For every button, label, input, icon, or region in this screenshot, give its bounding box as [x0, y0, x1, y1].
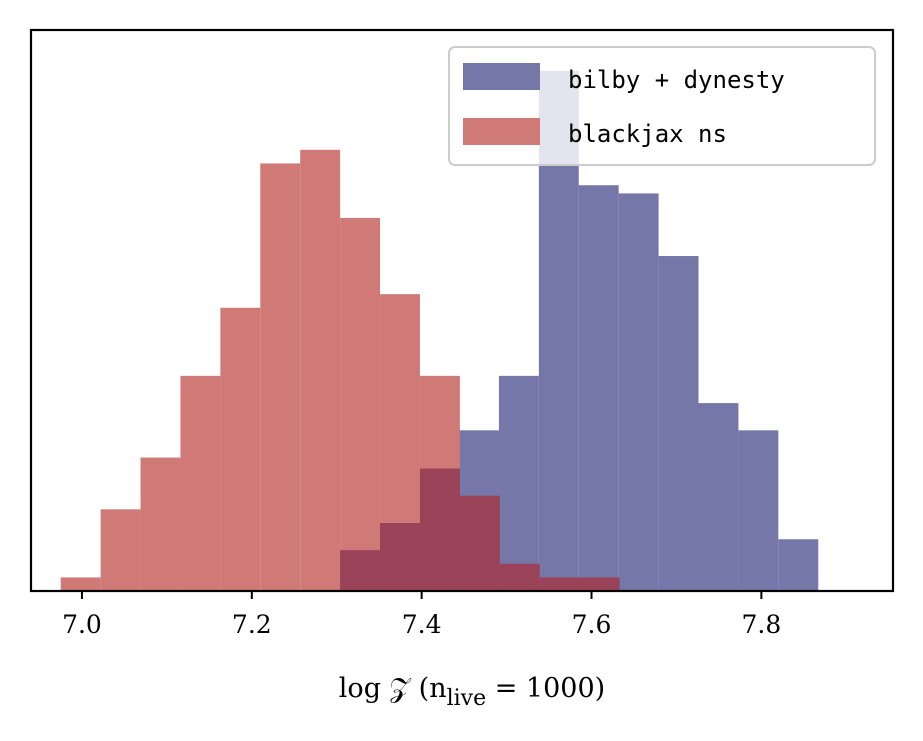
bar-blackjax-ns-9: [419, 375, 460, 469]
x-tick-label-2: 7.4: [402, 610, 442, 639]
histogram-bars: [60, 70, 819, 592]
bar-blackjax-ns-7: [340, 217, 381, 551]
bar-bilby-dynesty-10: [738, 430, 779, 591]
bar-overlap-9: [419, 468, 460, 591]
bar-overlap-7: [340, 550, 381, 591]
x-axis-ticks: 7.0 7.2 7.4 7.6 7.8: [62, 591, 781, 639]
bar-overlap-13: [579, 577, 620, 591]
bar-bilby-dynesty-8: [658, 256, 699, 591]
x-axis-label: log 𝒵 (nlive = 1000): [339, 673, 605, 711]
x-tick-label-1: 7.2: [232, 610, 272, 639]
bar-blackjax-ns-8: [380, 294, 420, 523]
legend: bilby + dynesty blackjax ns: [448, 46, 876, 166]
bar-overlap-8: [380, 522, 420, 591]
legend-swatch-bilby-dynesty: [463, 63, 540, 90]
bar-blackjax-ns-2: [140, 457, 181, 591]
bar-bilby-dynesty-7: [618, 193, 659, 591]
x-tick-label-0: 7.0: [62, 610, 102, 639]
x-axis-label-suffix: = 1000): [486, 673, 605, 704]
x-tick-label-3: 7.6: [572, 610, 612, 639]
bar-overlap-11: [499, 563, 540, 591]
legend-label-bilby-dynesty: bilby + dynesty: [568, 66, 785, 94]
bar-overlap-12: [539, 577, 580, 591]
legend-label-blackjax-ns: blackjax ns: [568, 120, 727, 148]
bar-blackjax-ns-0: [60, 577, 101, 591]
legend-box: [448, 46, 876, 166]
bar-bilby-dynesty-9: [698, 403, 739, 591]
plot-frame: [29, 28, 895, 593]
bar-blackjax-ns-4: [220, 307, 261, 591]
bar-blackjax-ns-6: [300, 149, 341, 591]
bar-bilby-dynesty-6: [578, 185, 619, 591]
bar-overlap-10: [459, 495, 500, 591]
bar-blackjax-ns-1: [100, 509, 141, 591]
bar-blackjax-ns-5: [260, 163, 301, 591]
legend-swatch-blackjax-ns: [463, 118, 540, 145]
bar-bilby-dynesty-4: [498, 375, 539, 591]
bar-bilby-dynesty-11: [778, 539, 819, 591]
bar-blackjax-ns-3: [180, 375, 221, 591]
x-axis-label-prefix: log 𝒵 (n: [339, 673, 447, 704]
x-tick-label-4: 7.8: [741, 610, 781, 639]
x-axis-label-subscript: live: [447, 686, 487, 711]
